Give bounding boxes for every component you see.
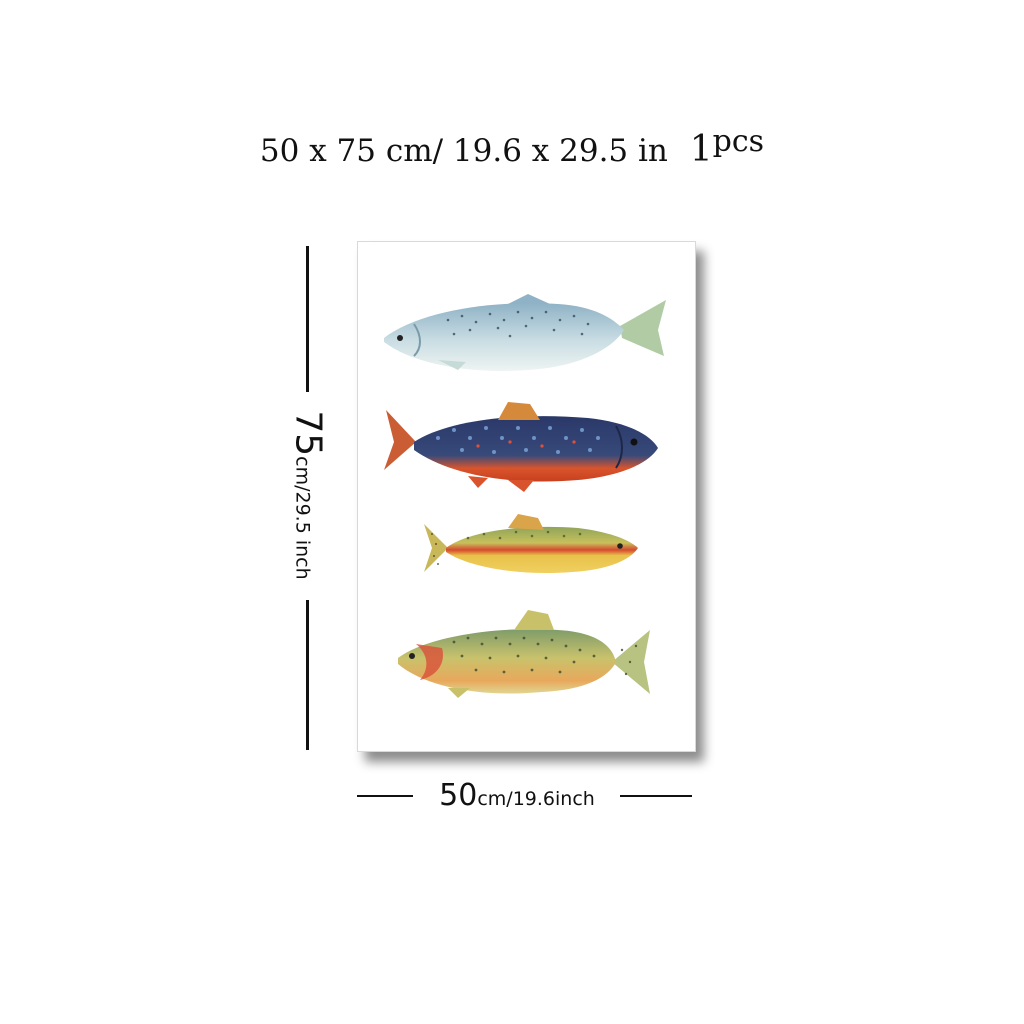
- size-text: 50 x 75 cm/ 19.6 x 29.5 in: [259, 133, 668, 169]
- size-headline: 50 x 75 cm/ 19.6 x 29.5 in 1pcs: [0, 124, 1024, 170]
- quantity-number: 1: [689, 129, 713, 170]
- width-dimension-line-left: [357, 795, 413, 797]
- width-dimension-line-right: [620, 795, 692, 797]
- width-label: 50cm/19.6inch: [414, 778, 620, 813]
- fish-artwork: [384, 294, 666, 698]
- height-dimension-line-bottom: [306, 600, 309, 750]
- quantity-unit: pcs: [712, 124, 765, 159]
- height-unit: cm/29.5 inch: [291, 456, 314, 580]
- height-dimension-line-top: [306, 246, 309, 392]
- golden-trout-illustration: [424, 514, 638, 574]
- width-unit: cm/19.6inch: [477, 788, 595, 810]
- cutthroat-trout-illustration: [398, 610, 650, 698]
- width-value: 50: [439, 778, 478, 813]
- poster-canvas: [357, 241, 696, 752]
- brook-trout-illustration: [384, 402, 658, 492]
- height-value: 75: [287, 410, 329, 457]
- salmon-illustration: [384, 294, 666, 371]
